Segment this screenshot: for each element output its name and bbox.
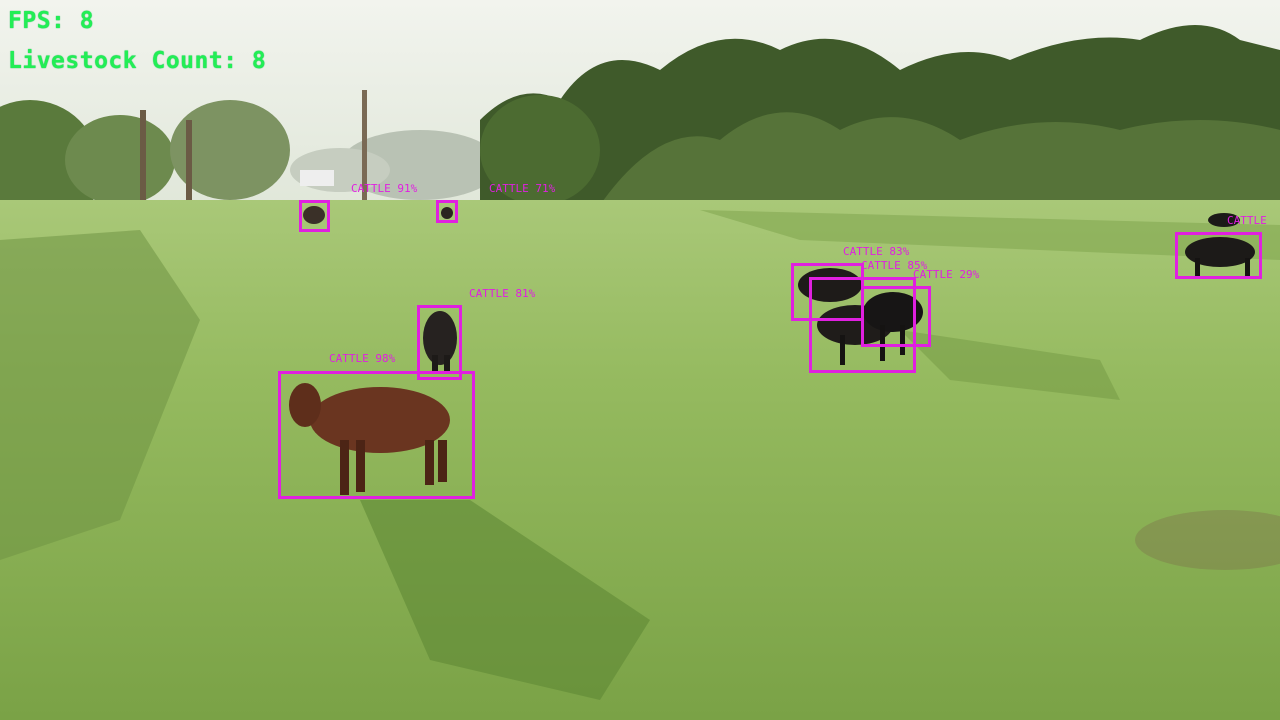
cow-brown-silhouette: [289, 383, 450, 495]
bbox-label: CATTLE 71%: [489, 182, 556, 195]
bbox-label: CATTLE 83%: [843, 245, 910, 258]
bbox-label: CATTLE 85%: [861, 259, 928, 272]
bbox-label: CATTLE 29%: [913, 268, 980, 281]
bbox-cattle: [861, 286, 931, 347]
bbox-label: CATTLE: [1227, 214, 1267, 227]
livestock-count: Livestock Count: 8: [8, 48, 267, 74]
bbox-label: CATTLE 91%: [351, 182, 418, 195]
bbox-cattle: [417, 305, 462, 380]
bbox-cattle: [436, 200, 458, 223]
bbox-cattle: [809, 277, 916, 373]
bbox-cattle: [1175, 232, 1262, 279]
bbox-cattle: [278, 371, 475, 499]
bbox-label: CATTLE 81%: [469, 287, 536, 300]
bbox-cattle: [299, 200, 330, 232]
bbox-label: CATTLE 98%: [329, 352, 396, 365]
fps-counter: FPS: 8: [8, 8, 95, 34]
